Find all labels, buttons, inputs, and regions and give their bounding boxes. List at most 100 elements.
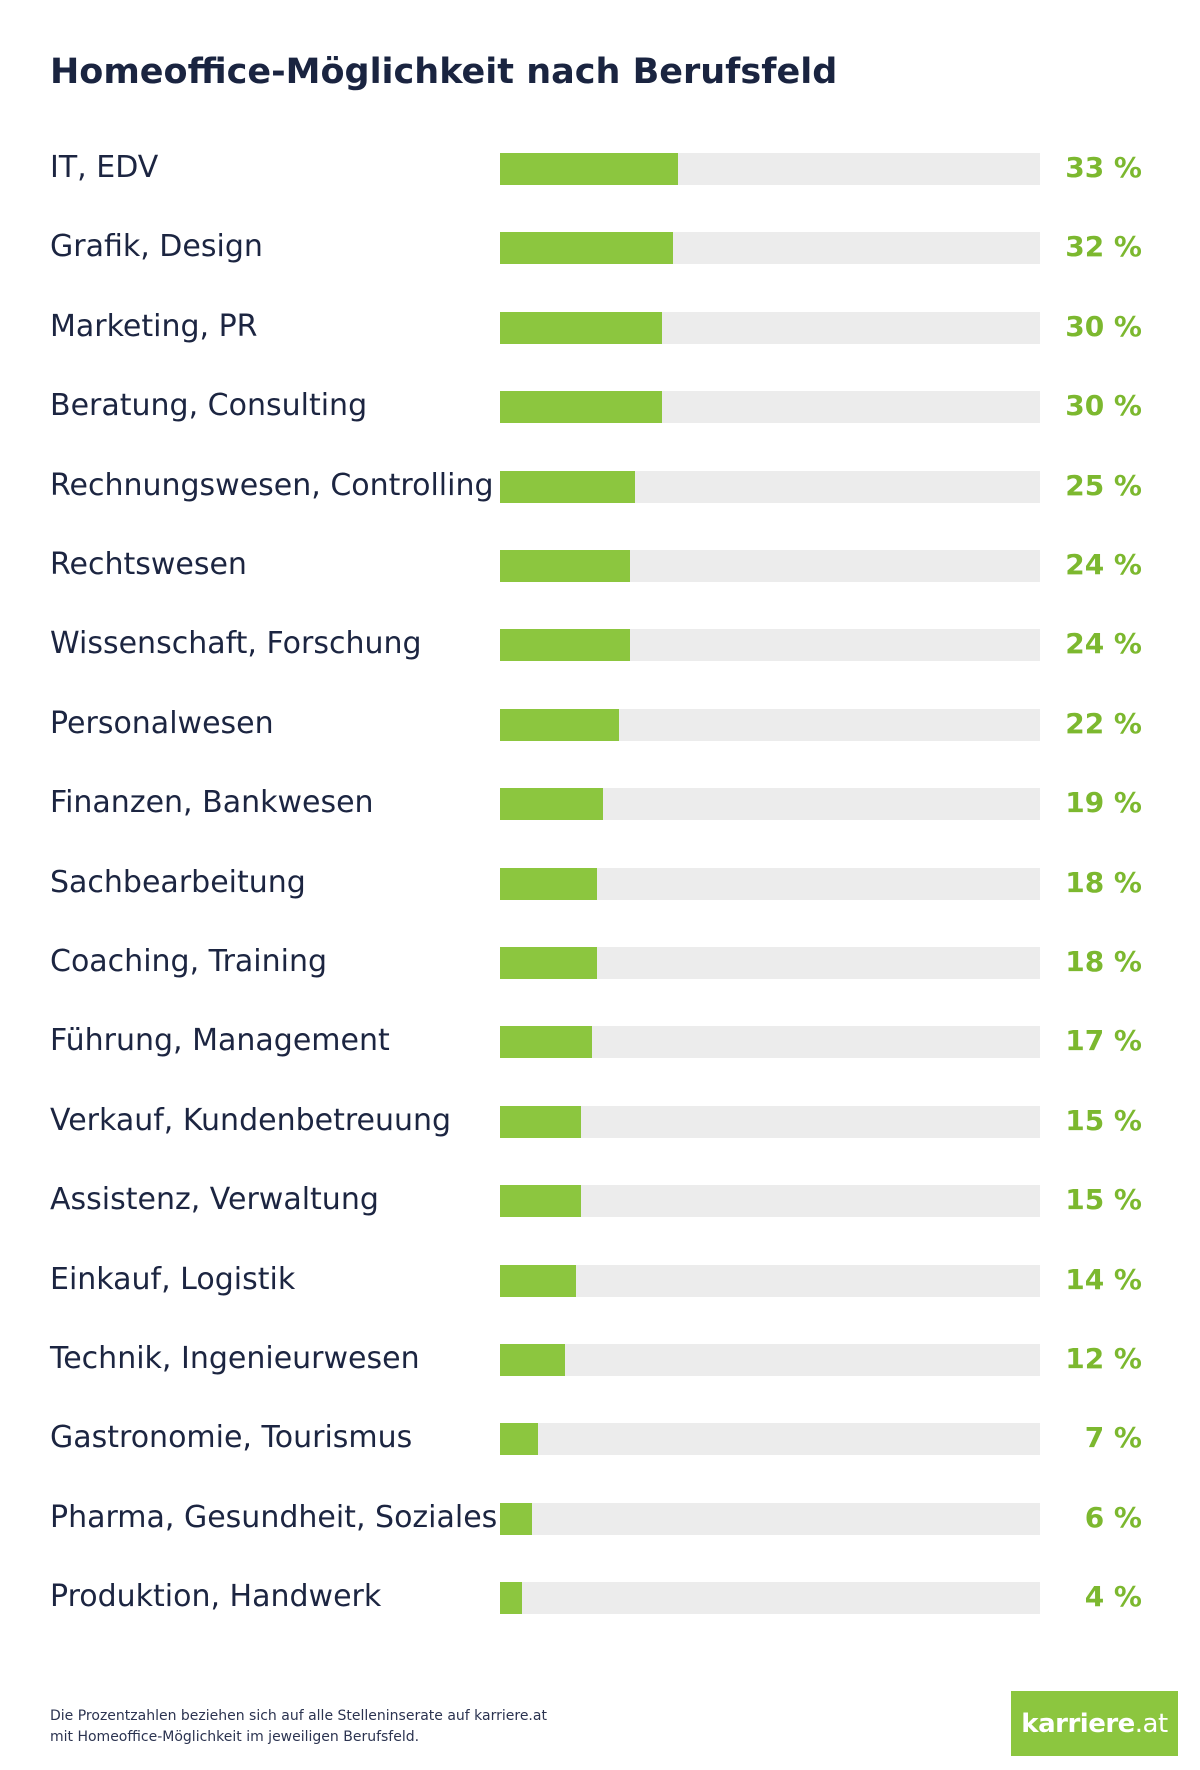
bar xyxy=(500,1344,565,1376)
value-label: 24 % xyxy=(1065,548,1142,581)
value-label: 30 % xyxy=(1065,309,1142,343)
bar-row: Führung, Management 17 % xyxy=(0,1011,1200,1071)
category-label: Marketing, PR xyxy=(50,308,258,344)
bar-row: Rechnungswesen, Controlling 25 % xyxy=(0,456,1200,516)
bar-track xyxy=(500,1026,1040,1059)
bar-row: Personalwesen 22 % xyxy=(0,694,1200,754)
category-label: Personalwesen xyxy=(50,705,274,741)
bar-track xyxy=(500,629,1040,662)
bar-track xyxy=(500,1105,1040,1138)
category-label: Technik, Ingenieurwesen xyxy=(50,1341,420,1376)
bar xyxy=(500,550,630,582)
karriere-logo[interactable]: karriere .at xyxy=(1011,1691,1178,1756)
bar-row: Wissenschaft, Forschung 24 % xyxy=(0,614,1200,674)
logo-wordmark: karriere xyxy=(1021,1708,1135,1739)
category-label: Rechnungswesen, Controlling xyxy=(50,467,494,503)
category-label: Einkauf, Logistik xyxy=(50,1261,296,1297)
value-label: 25 % xyxy=(1065,468,1142,502)
bar xyxy=(500,153,679,185)
bar xyxy=(500,867,598,900)
value-label: 15 % xyxy=(1065,1103,1142,1137)
value-label: 32 % xyxy=(1065,230,1142,264)
bar-row: Coaching, Training 18 % xyxy=(0,932,1200,992)
bar-row: Einkauf, Logistik 14 % xyxy=(0,1250,1200,1310)
value-label: 24 % xyxy=(1065,627,1142,661)
value-label: 6 % xyxy=(1084,1500,1142,1534)
bar-track xyxy=(500,947,1040,979)
bar-track xyxy=(500,708,1040,741)
bar xyxy=(500,788,603,821)
value-label: 17 % xyxy=(1065,1024,1142,1058)
bar-track xyxy=(500,232,1040,265)
value-label: 18 % xyxy=(1065,865,1142,899)
value-label: 4 % xyxy=(1084,1580,1142,1614)
bar-row: Finanzen, Bankwesen 19 % xyxy=(0,773,1200,833)
bar-row: Pharma, Gesundheit, Soziales 6 % xyxy=(0,1488,1200,1548)
category-label: Wissenschaft, Forschung xyxy=(50,626,422,662)
category-label: Finanzen, Bankwesen xyxy=(50,785,374,821)
footnote-line-2: mit Homeoffice-Möglichkeit im jeweiligen… xyxy=(50,1729,420,1745)
bar-track xyxy=(500,470,1040,503)
bar-track xyxy=(500,153,1040,185)
bar-track xyxy=(500,550,1040,582)
bar xyxy=(500,1264,576,1297)
bar-track xyxy=(500,1502,1040,1535)
value-label: 15 % xyxy=(1065,1183,1142,1217)
category-label: Verkauf, Kundenbetreuung xyxy=(50,1102,452,1138)
value-label: 12 % xyxy=(1065,1342,1142,1375)
category-label: Gastronomie, Tourismus xyxy=(50,1420,413,1456)
bar-row: Marketing, PR 30 % xyxy=(0,297,1200,357)
bar xyxy=(500,232,673,265)
bar-row: Beratung, Consulting 30 % xyxy=(0,376,1200,436)
category-label: Grafik, Design xyxy=(50,229,263,265)
bar-track xyxy=(500,1185,1040,1218)
bar-track xyxy=(500,391,1040,424)
bar xyxy=(500,470,635,503)
chart-title: Homeoffice-Möglichkeit nach Berufsfeld xyxy=(50,52,838,92)
value-label: 18 % xyxy=(1065,945,1142,978)
value-label: 22 % xyxy=(1065,706,1142,740)
logo-domain: .at xyxy=(1134,1708,1168,1739)
value-label: 19 % xyxy=(1065,786,1142,820)
bar-row: Gastronomie, Tourismus 7 % xyxy=(0,1408,1200,1468)
bar-track xyxy=(500,1582,1040,1615)
value-label: 7 % xyxy=(1084,1421,1142,1455)
category-label: IT, EDV xyxy=(50,150,159,185)
bar-row: Assistenz, Verwaltung 15 % xyxy=(0,1170,1200,1230)
value-label: 30 % xyxy=(1065,389,1142,423)
bar xyxy=(500,629,630,662)
bar-row: Technik, Ingenieurwesen 12 % xyxy=(0,1329,1200,1389)
category-label: Produktion, Handwerk xyxy=(50,1579,382,1615)
bar-track xyxy=(500,1344,1040,1376)
bar-row: Grafik, Design 32 % xyxy=(0,217,1200,277)
bar-row: Verkauf, Kundenbetreuung 15 % xyxy=(0,1091,1200,1151)
bar-chart: IT, EDV 33 % Grafik, Design 32 % Marketing, … xyxy=(0,138,1200,1627)
bar xyxy=(500,947,598,979)
bar xyxy=(500,1185,581,1218)
category-label: Rechtswesen xyxy=(50,547,247,582)
bar-row: Rechtswesen 24 % xyxy=(0,535,1200,595)
bar-row: Produktion, Handwerk 4 % xyxy=(0,1567,1200,1627)
bar-track xyxy=(500,1423,1040,1456)
bar xyxy=(500,391,662,424)
category-label: Sachbearbeitung xyxy=(50,864,306,900)
bar xyxy=(500,708,619,741)
bar-track xyxy=(500,867,1040,900)
bar xyxy=(500,1105,581,1138)
bar-track xyxy=(500,1264,1040,1297)
bar xyxy=(500,1582,522,1615)
category-label: Führung, Management xyxy=(50,1023,390,1059)
category-label: Assistenz, Verwaltung xyxy=(50,1182,379,1218)
bar-row: IT, EDV 33 % xyxy=(0,138,1200,198)
bar-track xyxy=(500,311,1040,344)
value-label: 14 % xyxy=(1065,1262,1142,1296)
bar xyxy=(500,311,662,344)
value-label: 33 % xyxy=(1065,151,1142,184)
footnote: Die Prozentzahlen beziehen sich auf alle… xyxy=(50,1706,730,1748)
bar-track xyxy=(500,788,1040,821)
category-label: Pharma, Gesundheit, Soziales xyxy=(50,1499,498,1535)
category-label: Beratung, Consulting xyxy=(50,388,368,424)
bar-row: Sachbearbeitung 18 % xyxy=(0,853,1200,913)
bar xyxy=(500,1502,533,1535)
footnote-line-1: Die Prozentzahlen beziehen sich auf alle… xyxy=(50,1708,547,1724)
